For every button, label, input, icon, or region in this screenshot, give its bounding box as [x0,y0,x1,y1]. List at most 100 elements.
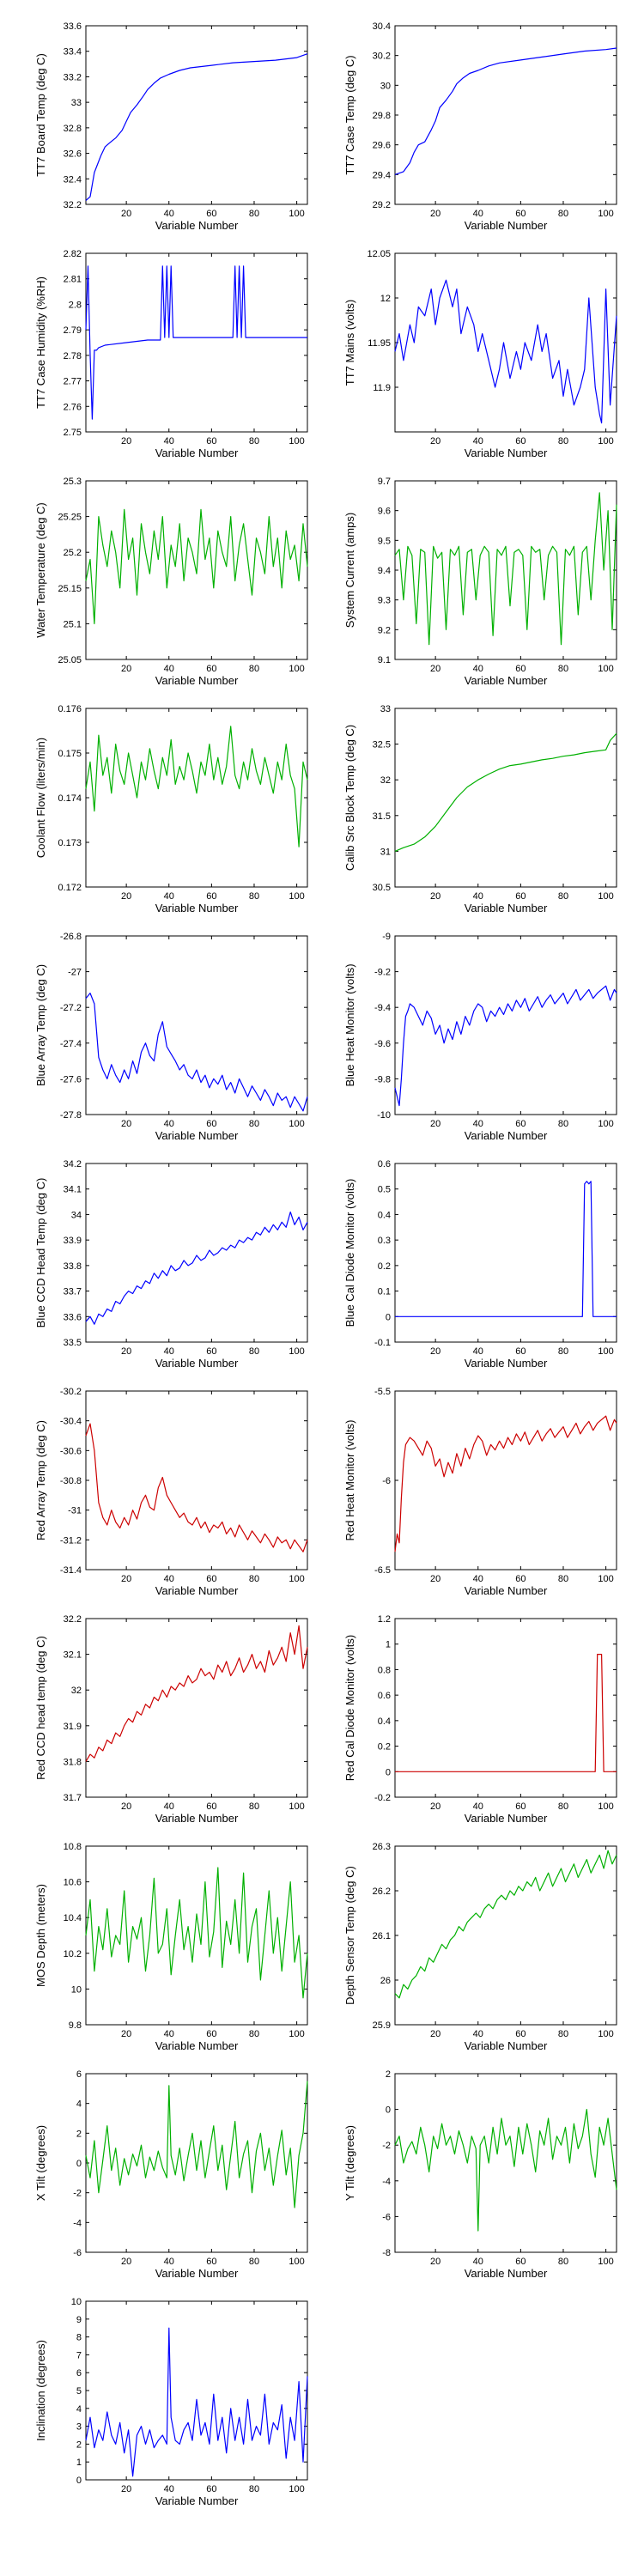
x-tick-label: 60 [206,2257,216,2267]
x-tick-label: 20 [430,891,440,902]
series-line [85,1625,308,1762]
y-tick-label: 33.8 [64,1261,82,1272]
x-tick-label: 60 [206,664,216,674]
x-tick-label: 80 [558,1119,568,1129]
y-axis-label: X Tilt (degrees) [34,2125,47,2201]
x-tick-label: 60 [515,1574,526,1584]
y-tick-label: 10 [71,2297,82,2307]
plot-frame [85,480,308,660]
y-axis-label: Y Tilt (degrees) [343,2125,356,2201]
y-tick-label: 25.1 [64,619,82,629]
x-tick-label: 40 [164,2484,174,2494]
chart-panel: 20 40 60 80 100 32.2 32.4 32.6 32.8 33 33.2 33.4 33.… [34,21,308,232]
x-tick-label: 40 [164,436,174,447]
plot-frame [394,1163,617,1343]
x-tick-label: 20 [430,209,440,219]
plot-frame [394,935,617,1115]
x-axis-label: Variable Number [465,1357,548,1370]
x-axis-label: Variable Number [155,1812,239,1825]
series-line [394,1415,617,1552]
x-tick-label: 80 [249,2484,259,2494]
y-tick-label: 34.1 [64,1185,82,1195]
y-tick-label: 25.3 [64,477,82,487]
y-tick-label: 0 [76,2159,82,2169]
y-tick-label: 29.4 [373,170,391,180]
plot-frame [85,25,308,205]
y-tick-label: 0.2 [378,1742,391,1753]
y-tick-label: 33.5 [64,1338,82,1348]
y-tick-label: 9.3 [378,596,391,606]
x-axis-label: Variable Number [155,902,239,914]
chart-panel: 20 40 60 80 100 -31.4 -31.2 -31 -30.8 -30.6 -30.4 -… [34,1387,308,1597]
y-tick-label: -27.4 [60,1039,82,1049]
y-tick-label: 30 [380,81,391,91]
plot-frame [85,708,308,888]
y-tick-label: -26.8 [60,932,82,942]
y-tick-label: 0 [76,2476,82,2486]
x-tick-label: 40 [164,1346,174,1357]
y-axis-label: Red CCD head temp (deg C) [34,1636,47,1780]
x-tick-label: 60 [515,2029,526,2039]
x-tick-label: 20 [121,2484,131,2494]
x-tick-label: 40 [473,1119,483,1129]
y-tick-label: -30.8 [60,1476,82,1486]
x-tick-label: 40 [164,664,174,674]
y-tick-label: 0 [386,1312,391,1322]
y-tick-label: 6 [76,2069,82,2080]
y-tick-label: 9.1 [378,655,391,665]
y-tick-label: 2 [76,2129,82,2139]
x-axis-label: Variable Number [465,219,548,232]
y-tick-label: 2.81 [64,275,82,285]
y-tick-label: 32 [380,775,391,786]
x-tick-label: 60 [515,209,526,219]
x-tick-label: 100 [289,436,304,447]
series-line [85,508,308,625]
x-tick-label: 100 [289,2484,304,2494]
plot-frame [85,2073,308,2253]
y-tick-label: -6.5 [374,1565,391,1576]
x-tick-label: 60 [206,209,216,219]
x-tick-label: 20 [121,436,131,447]
x-axis-label: Variable Number [155,219,239,232]
chart-panel: 20 40 60 80 100 11.9 11.95 12 12.05 Variable Numb… [343,249,617,459]
y-tick-label: 0.174 [58,793,82,804]
x-axis-label: Variable Number [155,1129,239,1142]
x-axis-label: Variable Number [465,1812,548,1825]
chart-panel: 20 40 60 80 100 29.2 29.4 29.6 29.8 30 30.2 30.4 Var… [343,21,617,232]
y-tick-label: 32.4 [64,174,82,185]
x-tick-label: 100 [289,2257,304,2267]
y-tick-label: 5 [76,2386,82,2397]
y-tick-label: 4 [76,2404,82,2415]
y-axis-label: Blue CCD Head Temp (deg C) [34,1178,47,1328]
x-tick-label: 60 [515,436,526,447]
x-tick-label: 80 [558,1346,568,1357]
y-tick-label: 2.75 [64,428,82,438]
plot-frame [394,1845,617,2026]
y-axis-label: TT7 Case Humidity (%RH) [34,276,47,409]
x-tick-label: 100 [289,891,304,902]
x-tick-label: 60 [206,436,216,447]
y-tick-label: 30.5 [373,883,391,893]
x-tick-label: 40 [473,1346,483,1357]
chart-panel: 20 40 60 80 100 25.05 25.1 25.15 25.2 25.25 25.3 Va… [34,477,308,687]
y-axis-label: Depth Sensor Temp (deg C) [343,1866,356,2005]
x-tick-label: 80 [249,2029,259,2039]
x-tick-label: 20 [121,1346,131,1357]
x-tick-label: 80 [558,2257,568,2267]
y-axis-label: Coolant Flow (liters/min) [34,738,47,858]
chart-panel: 20 40 60 80 100 9.1 9.2 9.3 9.4 9.5 9.6 9.7 Variable… [343,477,617,687]
x-tick-label: 60 [515,891,526,902]
y-axis-label: Inclination (degrees) [34,2340,47,2441]
series-line [395,1181,617,1317]
y-tick-label: 3 [76,2422,82,2433]
x-tick-label: 80 [249,436,259,447]
y-tick-label: -27.8 [60,1110,82,1121]
x-axis-label: Variable Number [155,1584,239,1597]
y-tick-label: 0.2 [378,1261,391,1272]
chart-panel: 20 40 60 80 100 -0.2 0 0.2 0.4 0.6 0.8 1 1.2 Variable… [343,1614,617,1825]
y-tick-label: -9 [382,932,391,942]
x-tick-label: 20 [121,2257,131,2267]
x-tick-label: 60 [206,1574,216,1584]
x-tick-label: 100 [289,664,304,674]
y-tick-label: 0.172 [58,883,82,893]
